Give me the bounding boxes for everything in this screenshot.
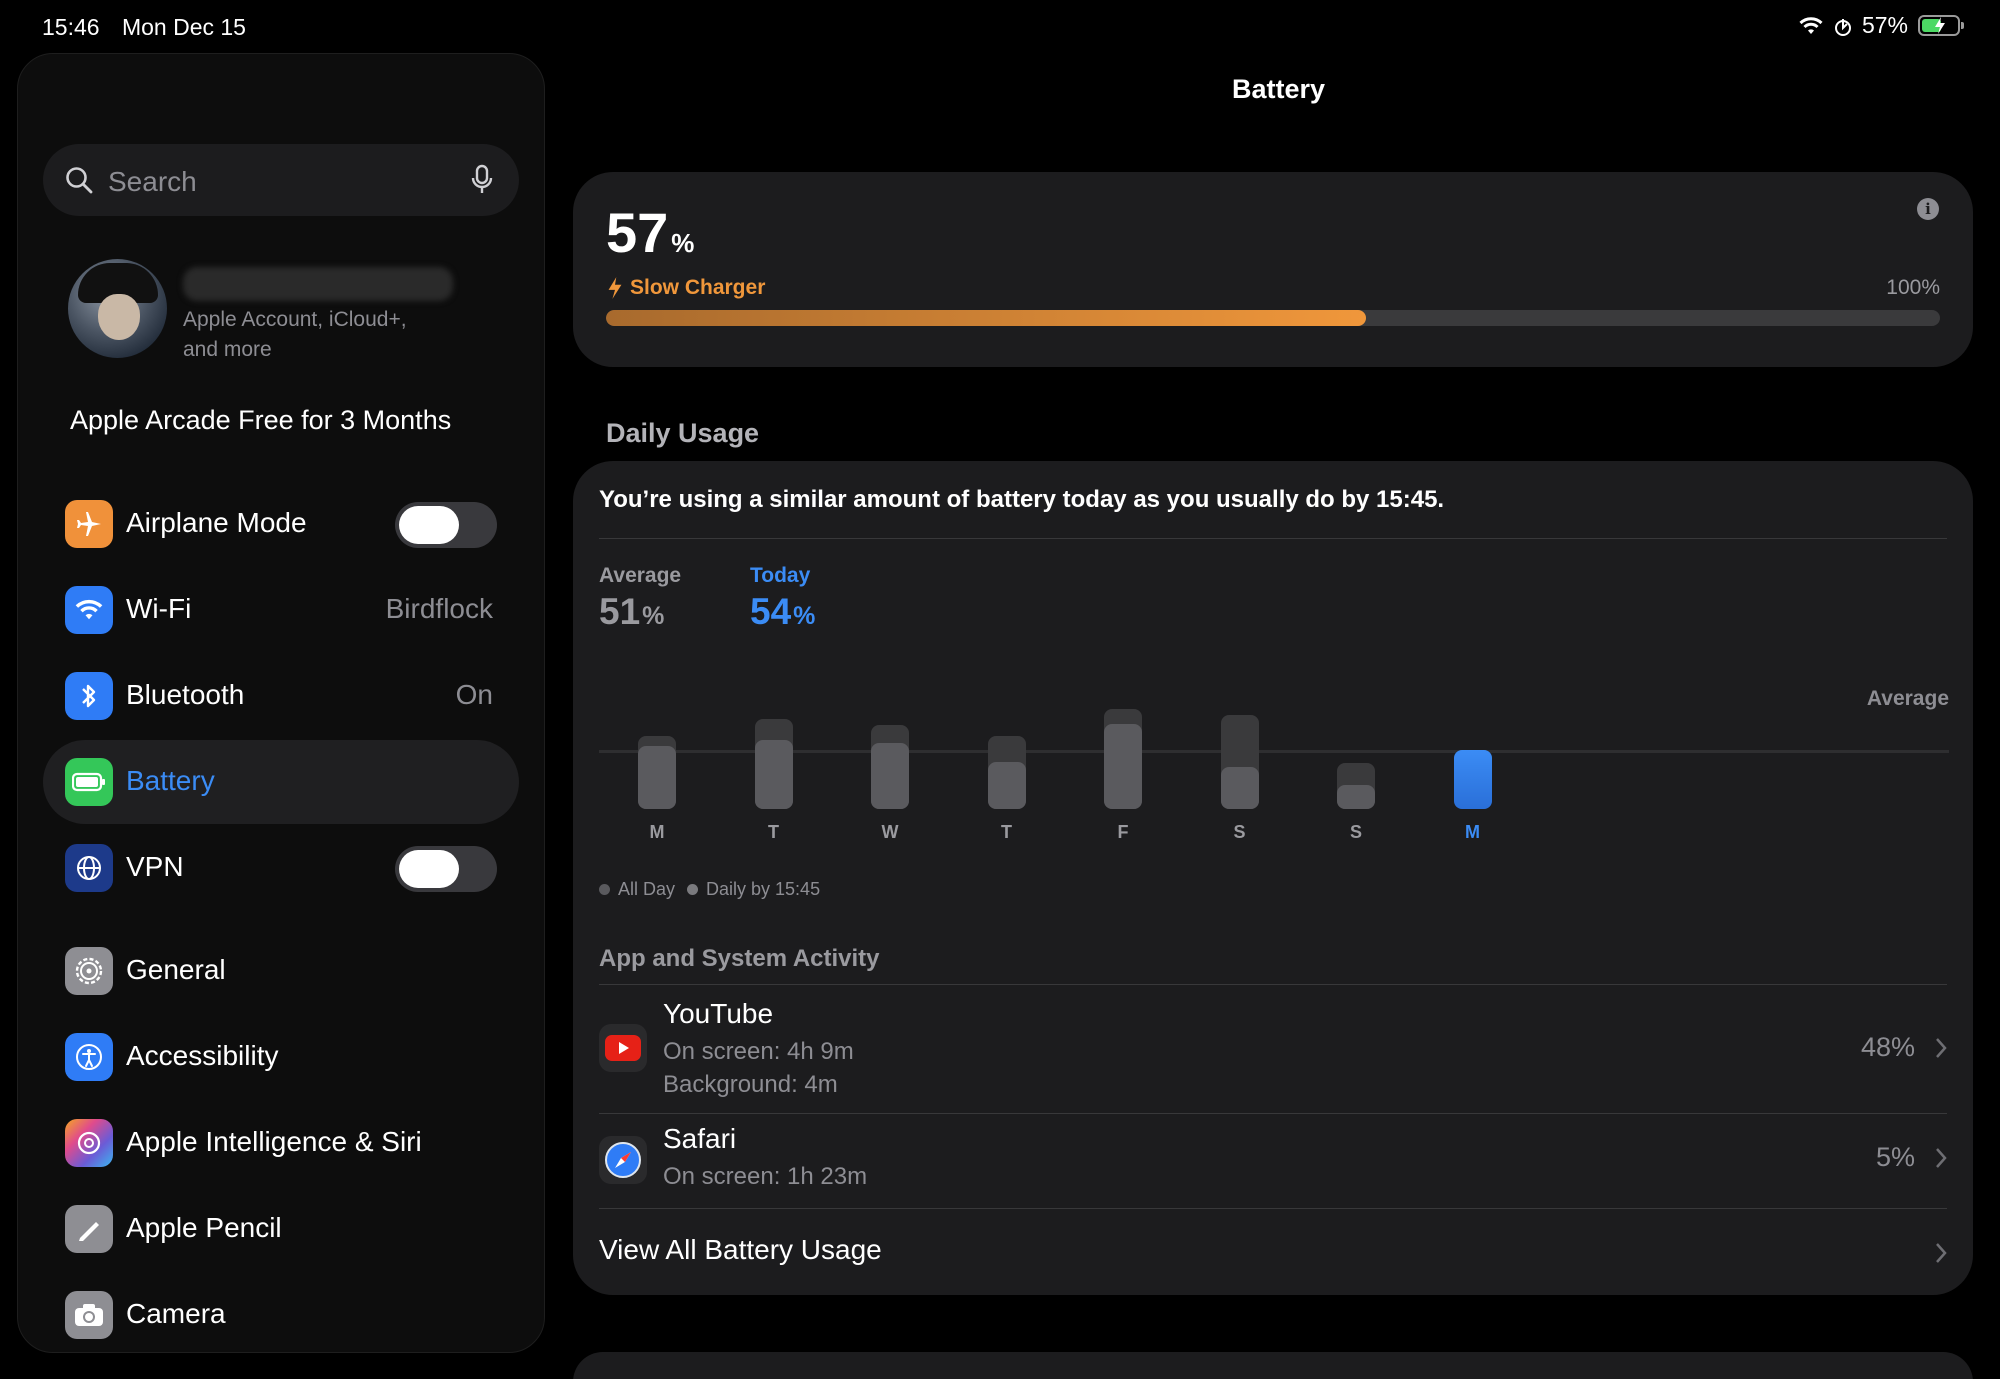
battery-level-bar xyxy=(606,310,1940,326)
chart-legend: All Day Daily by 15:45 xyxy=(599,879,820,900)
chevron-right-icon[interactable] xyxy=(1935,1242,1947,1264)
status-bar: 15:46 Mon Dec 15 57% xyxy=(42,12,1964,42)
battery-level-fill xyxy=(606,310,1367,326)
safari-icon xyxy=(599,1136,647,1184)
view-all-battery-usage[interactable]: View All Battery Usage xyxy=(599,1234,882,1265)
legend-all-day: All Day xyxy=(599,879,675,900)
bar-daily-by-time xyxy=(1337,784,1375,809)
sidebar-item-bluetooth[interactable]: Bluetooth On xyxy=(43,654,519,738)
daily-usage-card: You’re using a similar amount of battery… xyxy=(573,461,1973,1295)
bar-daily-by-time xyxy=(987,761,1026,809)
average-label: Average xyxy=(599,564,682,587)
activity-header: App and System Activity xyxy=(599,945,880,972)
battery-percentage: 57% xyxy=(606,201,695,264)
pencil-icon xyxy=(65,1205,113,1253)
bar-daily-by-time xyxy=(1453,749,1492,809)
battery-level-card: 57% i Slow Charger 100% xyxy=(573,172,1973,367)
siri-icon xyxy=(65,1119,113,1167)
chart-day-label: S xyxy=(1349,822,1362,842)
accessibility-icon xyxy=(65,1033,113,1081)
average-value: 51% xyxy=(599,591,665,632)
app-onscreen: On screen: 4h 9m xyxy=(663,1038,854,1065)
bar-daily-by-time xyxy=(1104,723,1142,809)
status-date: Mon Dec 15 xyxy=(121,14,246,40)
chart-day-label: S xyxy=(1233,822,1246,842)
wifi-status-icon xyxy=(1799,16,1823,34)
chevron-right-icon xyxy=(1936,1148,1947,1168)
account-name-redacted xyxy=(183,267,453,301)
vpn-toggle[interactable] xyxy=(395,846,497,892)
sidebar-item-camera[interactable]: Camera xyxy=(43,1273,519,1352)
airplane-mode-toggle[interactable] xyxy=(395,502,497,548)
sidebar-item-airplane-mode[interactable]: Airplane Mode xyxy=(43,482,519,566)
daily-usage-chart: Average M T W T F S S M xyxy=(599,651,1949,861)
settings-sidebar: Search Apple Account, iCloud+, and more … xyxy=(17,53,545,1353)
chevron-right-icon xyxy=(1936,1038,1947,1058)
sidebar-item-battery[interactable]: Battery xyxy=(43,740,519,824)
bar-daily-by-time xyxy=(1220,767,1259,809)
chart-day-label: F xyxy=(1117,822,1129,842)
status-time: 15:46 xyxy=(42,14,100,40)
status-right: 57% xyxy=(1798,12,1964,39)
chart-day-label: M xyxy=(1465,822,1480,842)
legend-daily-by: Daily by 15:45 xyxy=(687,879,820,900)
lightning-icon xyxy=(608,277,622,299)
search-input[interactable]: Search xyxy=(43,144,519,216)
charger-status: Slow Charger xyxy=(606,276,765,300)
app-usage-pct: 48% xyxy=(1860,1032,1915,1062)
bar-daily-by-time xyxy=(754,740,793,809)
apple-account-row[interactable]: Apple Account, iCloud+, and more xyxy=(68,259,508,361)
app-name: YouTube xyxy=(663,998,774,1029)
chart-average-label: Average xyxy=(1866,687,1949,710)
sidebar-item-wifi[interactable]: Wi-Fi Birdflock xyxy=(43,568,519,652)
youtube-icon xyxy=(599,1024,647,1072)
avatar xyxy=(68,259,167,358)
average-line xyxy=(599,749,1949,753)
bar-daily-by-time xyxy=(638,745,676,809)
sidebar-item-accessibility[interactable]: Accessibility xyxy=(43,1015,519,1099)
globe-icon xyxy=(65,844,113,892)
usage-insight: You’re using a similar amount of battery… xyxy=(599,486,1445,513)
app-row-safari[interactable]: Safari On screen: 1h 23m 5% xyxy=(599,1113,1947,1208)
bar-daily-by-time xyxy=(871,742,909,809)
status-left: 15:46 Mon Dec 15 xyxy=(42,14,262,41)
chart-day-label: W xyxy=(881,822,899,842)
sidebar-item-apple-pencil[interactable]: Apple Pencil xyxy=(43,1187,519,1271)
app-onscreen: On screen: 1h 23m xyxy=(663,1163,868,1190)
today-label: Today xyxy=(750,564,811,587)
sidebar-item-general[interactable]: General xyxy=(43,929,519,1013)
location-lock-icon xyxy=(1834,18,1851,36)
battery-icon xyxy=(65,758,113,806)
apple-arcade-promo[interactable]: Apple Arcade Free for 3 Months xyxy=(70,405,452,435)
today-value: 54% xyxy=(750,591,816,632)
app-row-youtube[interactable]: YouTube On screen: 4h 9m Background: 4m … xyxy=(599,984,1947,1112)
info-icon[interactable]: i xyxy=(1917,198,1939,220)
daily-usage-header: Daily Usage xyxy=(606,418,760,448)
bluetooth-icon xyxy=(65,672,113,720)
airplane-icon xyxy=(65,500,113,548)
status-battery-pct: 57% xyxy=(1861,12,1908,38)
chart-day-label: T xyxy=(768,822,779,842)
microphone-icon[interactable] xyxy=(471,164,493,196)
app-background: Background: 4m xyxy=(663,1071,838,1098)
status-battery-icon xyxy=(1918,15,1964,36)
camera-icon xyxy=(65,1291,113,1339)
sidebar-item-vpn[interactable]: VPN xyxy=(43,826,519,910)
next-card xyxy=(573,1352,1973,1379)
sidebar-item-apple-intelligence-siri[interactable]: Apple Intelligence & Siri xyxy=(43,1101,519,1185)
wifi-network-value: Birdflock xyxy=(385,593,493,624)
gear-icon xyxy=(65,947,113,995)
account-subtitle: Apple Account, iCloud+, and more xyxy=(183,308,407,361)
app-name: Safari xyxy=(663,1123,737,1154)
chart-day-label: T xyxy=(1001,822,1012,842)
search-icon xyxy=(66,167,93,194)
full-charge-label: 100% xyxy=(1886,276,1940,299)
search-placeholder: Search xyxy=(108,166,197,197)
bluetooth-value: On xyxy=(455,679,493,710)
wifi-icon xyxy=(65,586,113,634)
app-usage-pct: 5% xyxy=(1875,1142,1915,1172)
page-title: Battery xyxy=(1232,74,1326,104)
chart-day-label: M xyxy=(649,822,665,842)
